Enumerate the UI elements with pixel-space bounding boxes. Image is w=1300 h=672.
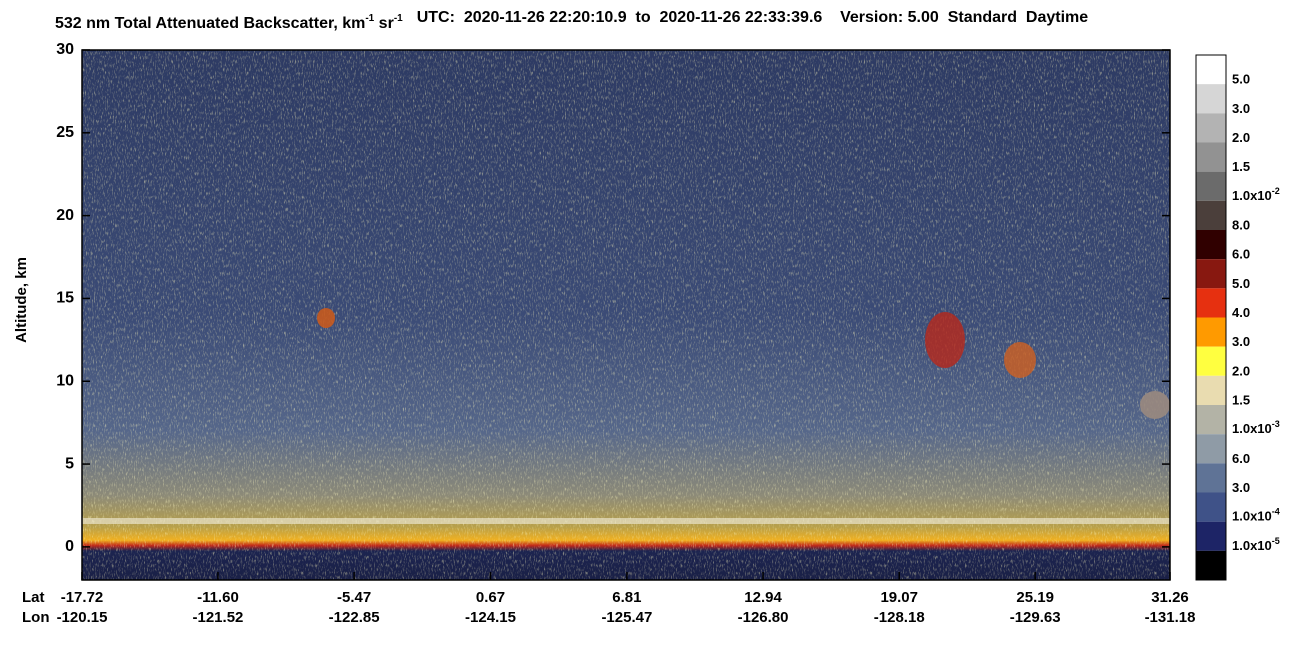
lon-tick-label: -128.18 — [874, 609, 925, 626]
colorbar-label: 2.0 — [1232, 130, 1250, 145]
colorbar-swatch — [1196, 463, 1226, 493]
cloud-feature — [317, 308, 335, 328]
lon-tick-label: -124.15 — [465, 609, 516, 626]
colorbar-label: 1.0x10-3 — [1232, 420, 1280, 437]
colorbar-swatch — [1196, 346, 1226, 376]
colorbar-label: 1.5 — [1232, 392, 1250, 407]
colorbar-label: 6.0 — [1232, 451, 1250, 466]
colorbar-label: 5.0 — [1232, 276, 1250, 291]
backscatter-texture — [82, 50, 1170, 580]
colorbar-swatch — [1196, 492, 1226, 522]
colorbar-swatch — [1196, 434, 1226, 464]
x-tick-label: -17.72 — [61, 589, 104, 606]
colorbar-label-exponent: -2 — [1272, 186, 1280, 196]
x-tick-label: 0.67 — [476, 589, 505, 606]
lon-tick-label: -131.18 — [1145, 609, 1196, 626]
colorbar-swatch — [1196, 142, 1226, 172]
y-tick-label: 10 — [56, 372, 74, 389]
colorbar-label-mantissa: 1.0x10 — [1232, 509, 1272, 524]
y-axis-title: Altitude, km — [13, 257, 30, 343]
x-row-label: Lat — [22, 589, 45, 606]
colorbar-label: 1.0x10-5 — [1232, 536, 1280, 553]
lon-tick-label: -122.85 — [329, 609, 380, 626]
x-tick-label: 19.07 — [880, 589, 918, 606]
title-text: sr — [374, 15, 394, 32]
chart-subtitle: UTC: 2020-11-26 22:20:10.9 to 2020-11-26… — [417, 9, 1089, 26]
colorbar-label-mantissa: 1.0x10 — [1232, 538, 1272, 553]
colorbar-label-mantissa: 1.0x10 — [1232, 422, 1272, 437]
x-tick-label: -5.47 — [337, 589, 371, 606]
colorbar-label: 1.0x10-4 — [1232, 507, 1280, 524]
y-tick-label: 30 — [56, 41, 74, 58]
lon-tick-label: -129.63 — [1010, 609, 1061, 626]
x-tick-label: 31.26 — [1151, 589, 1189, 606]
y-tick-label: 15 — [56, 290, 74, 307]
colorbar-label: 1.5 — [1232, 159, 1250, 174]
x-tick-label: 6.81 — [612, 589, 641, 606]
colorbar-label: 3.0 — [1232, 101, 1250, 116]
cloud-top-layer — [82, 518, 1170, 524]
colorbar-label-exponent: -4 — [1272, 507, 1280, 517]
y-tick-label: 20 — [56, 207, 74, 224]
colorbar-label-exponent: -3 — [1272, 420, 1280, 430]
cloud-feature — [925, 312, 965, 368]
colorbar-swatch — [1196, 200, 1226, 230]
x-tick-label: 12.94 — [744, 589, 782, 606]
y-tick-label: 25 — [56, 124, 74, 141]
y-tick-label: 0 — [65, 538, 74, 555]
colorbar-label-exponent: -5 — [1272, 536, 1280, 546]
colorbar-swatch — [1196, 259, 1226, 289]
colorbar-label: 2.0 — [1232, 363, 1250, 378]
colorbar-label: 4.0 — [1232, 305, 1250, 320]
colorbar-label: 1.0x10-2 — [1232, 186, 1280, 203]
title-exponent: -1 — [394, 13, 403, 24]
colorbar-swatch — [1196, 171, 1226, 201]
y-tick-label: 5 — [65, 455, 74, 472]
colorbar-label: 8.0 — [1232, 217, 1250, 232]
colorbar-label: 6.0 — [1232, 247, 1250, 262]
colorbar-swatch — [1196, 288, 1226, 318]
lon-tick-label: -126.80 — [738, 609, 789, 626]
colorbar-label: 3.0 — [1232, 480, 1250, 495]
lon-tick-label: -120.15 — [57, 609, 108, 626]
colorbar-swatch — [1196, 521, 1226, 551]
colorbar-swatch — [1196, 84, 1226, 114]
colorbar-swatch — [1196, 113, 1226, 143]
colorbar-label: 5.0 — [1232, 72, 1250, 87]
colorbar-frame — [1195, 54, 1227, 581]
x-tick-label: 25.19 — [1016, 589, 1054, 606]
lon-tick-label: -125.47 — [601, 609, 652, 626]
x-row-label: Lon — [22, 609, 50, 626]
colorbar-label: 3.0 — [1232, 334, 1250, 349]
colorbar-swatch — [1196, 550, 1226, 580]
chart-title: 532 nm Total Attenuated Backscatter, km-… — [55, 9, 1088, 32]
title-text: 532 nm Total Attenuated Backscatter, km — [55, 15, 365, 32]
colorbar-swatch — [1196, 375, 1226, 405]
cloud-feature — [1140, 391, 1170, 419]
plot-frame — [81, 49, 1171, 581]
title-exponent: -1 — [365, 13, 374, 24]
colorbar-swatch — [1196, 55, 1226, 85]
plot-area — [81, 49, 1171, 581]
cloud-feature — [1004, 342, 1036, 378]
colorbar-swatch — [1196, 230, 1226, 260]
colorbar-label-mantissa: 1.0x10 — [1232, 188, 1272, 203]
colorbar-swatch — [1196, 405, 1226, 435]
x-tick-label: -11.60 — [197, 589, 239, 606]
lon-tick-label: -121.52 — [193, 609, 244, 626]
colorbar-swatch — [1196, 317, 1226, 347]
